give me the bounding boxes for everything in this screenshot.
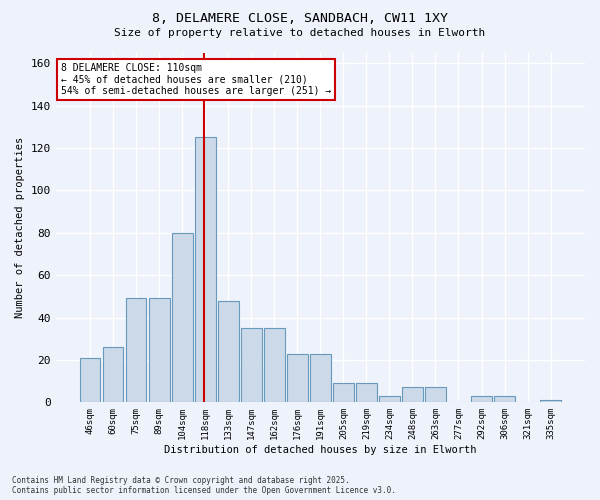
Bar [195,138,215,402]
Bar [310,354,331,403]
Bar [333,384,354,402]
Bar [264,328,284,402]
Bar [379,396,400,402]
X-axis label: Distribution of detached houses by size in Elworth: Distribution of detached houses by size … [164,445,476,455]
Bar [425,388,446,402]
Bar [218,300,239,402]
Y-axis label: Number of detached properties: Number of detached properties [15,137,25,318]
Bar [103,347,124,403]
Bar [126,298,146,403]
Bar [540,400,561,402]
Bar [356,384,377,402]
Text: Contains HM Land Registry data © Crown copyright and database right 2025.
Contai: Contains HM Land Registry data © Crown c… [12,476,396,495]
Bar [172,232,193,402]
Bar [402,388,423,402]
Text: 8, DELAMERE CLOSE, SANDBACH, CW11 1XY: 8, DELAMERE CLOSE, SANDBACH, CW11 1XY [152,12,448,26]
Bar [287,354,308,403]
Text: Size of property relative to detached houses in Elworth: Size of property relative to detached ho… [115,28,485,38]
Text: 8 DELAMERE CLOSE: 110sqm
← 45% of detached houses are smaller (210)
54% of semi-: 8 DELAMERE CLOSE: 110sqm ← 45% of detach… [61,63,331,96]
Bar [471,396,492,402]
Bar [494,396,515,402]
Bar [149,298,170,403]
Bar [241,328,262,402]
Bar [80,358,100,403]
